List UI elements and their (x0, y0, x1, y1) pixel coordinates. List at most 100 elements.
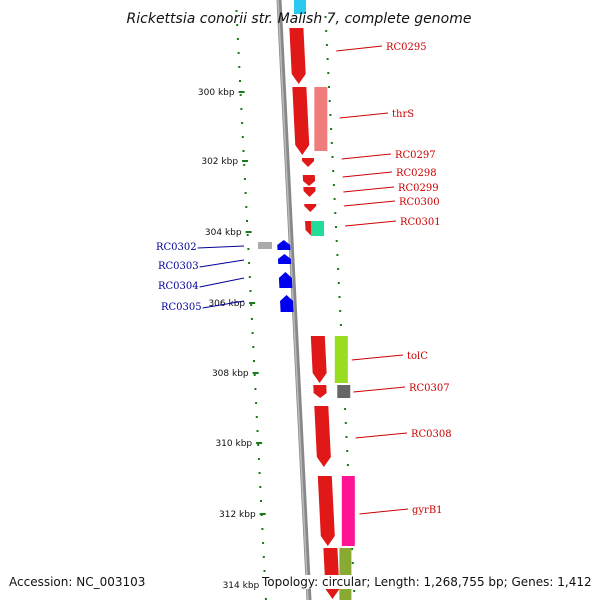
label-leader-line (359, 508, 409, 515)
tick-dot (257, 458, 260, 460)
tick-dot (338, 296, 341, 298)
scale-tick-label: 312 kbp (219, 510, 256, 520)
gene-arrow-reverse (277, 254, 292, 264)
gene-arrow-forward (317, 476, 335, 546)
gene-label-reverse: RC0304 (158, 281, 199, 292)
scale-tick-mark (249, 302, 256, 304)
gene-label-reverse: RC0305 (161, 302, 202, 313)
tick-dot (245, 206, 248, 208)
gene-label-forward: RC0300 (399, 197, 440, 208)
tick-dot (261, 528, 264, 530)
scale-tick-label: 310 kbp (215, 439, 252, 449)
tick-dot (353, 590, 356, 592)
tick-dot (327, 72, 330, 74)
gene-arrow-forward (292, 87, 310, 155)
tick-dot (339, 324, 342, 326)
tick-dot (329, 114, 332, 116)
gene-arrow-forward (289, 28, 306, 84)
tick-dot (264, 598, 267, 600)
accession-text: Accession: NC_003103 (9, 575, 150, 589)
scale-tick-label: 314 kbp (223, 581, 260, 591)
forward-strand-genes (289, 0, 355, 600)
tick-dot (249, 290, 252, 292)
tick-dot (344, 422, 347, 424)
tick-dot (331, 156, 334, 158)
label-leader-line (197, 245, 245, 249)
cog-box (311, 221, 325, 236)
label-leader-line (355, 432, 408, 439)
gene-arrow-forward (302, 175, 316, 186)
gene-arrow-forward (313, 385, 327, 398)
scale-tick-mark (252, 372, 259, 374)
cog-box (294, 0, 306, 14)
label-leader-line (339, 112, 389, 119)
tick-dot (244, 192, 247, 194)
tick-dot (351, 562, 354, 564)
gene-label-forward: RC0295 (386, 42, 427, 53)
tick-dot (241, 136, 244, 138)
tick-dot (336, 254, 339, 256)
gene-arrow-reverse (278, 272, 293, 288)
tick-dot (240, 108, 243, 110)
backbone-highlight (277, 0, 309, 600)
tick-dot (337, 282, 340, 284)
label-leader-line (336, 45, 383, 52)
gene-label-reverse: RC0303 (158, 261, 199, 272)
scale-tick-mark (245, 231, 252, 233)
gene-label-forward: RC0307 (409, 383, 450, 394)
cog-box (341, 476, 355, 546)
tick-dot (335, 226, 337, 228)
gene-label-forward: RC0297 (395, 150, 436, 161)
scale-tick-label: 300 kbp (198, 88, 235, 98)
tick-dot (246, 220, 248, 222)
tick-dot (328, 100, 331, 102)
cog-box (258, 242, 272, 249)
scale-tick-label: 302 kbp (201, 157, 238, 167)
gene-arrow-forward (323, 548, 340, 599)
tick-dot (255, 416, 258, 418)
tick-dot (344, 408, 347, 410)
scale-tick-label: 308 kbp (212, 369, 249, 379)
gene-arrow-forward (303, 187, 316, 197)
tick-dot (236, 38, 239, 40)
gene-arrow-forward (304, 204, 317, 212)
tick-dot (239, 94, 242, 96)
gene-label-forward: gyrB1 (412, 505, 443, 516)
cog-box (339, 548, 352, 600)
tick-dot (239, 80, 241, 82)
reverse-strand-genes (258, 240, 294, 312)
tick-dot (339, 310, 342, 312)
cog-box (337, 385, 351, 398)
scale-tick-label: 304 kbp (205, 228, 242, 238)
tick-dot (238, 66, 241, 68)
label-leader-line (341, 153, 392, 160)
scale-tick-mark (259, 513, 266, 515)
tick-dot (263, 570, 266, 572)
label-leader-line (345, 220, 397, 227)
genome-backbone (276, 0, 312, 600)
tick-dot (242, 150, 245, 152)
label-leader-line (202, 300, 245, 309)
gene-label-forward: RC0299 (398, 183, 439, 194)
cog-box (334, 336, 348, 383)
label-leader-line (342, 171, 393, 178)
tick-dot (253, 374, 256, 376)
tick-dot (262, 556, 265, 558)
label-leader-line (351, 354, 404, 361)
cog-box (314, 87, 328, 151)
scale-tick-mark (238, 91, 245, 93)
tick-dot (325, 30, 328, 32)
tick-dot (260, 500, 262, 502)
label-leader-line (199, 277, 245, 288)
tick-dot (332, 184, 335, 186)
tick-dot (243, 164, 246, 166)
tick-dot (257, 444, 260, 446)
label-leader-line (353, 386, 406, 393)
tick-dot (326, 58, 329, 60)
tick-dot (346, 450, 349, 452)
tick-dot (259, 486, 262, 488)
gene-label-reverse: RC0302 (156, 242, 197, 253)
tick-dot (255, 402, 258, 404)
